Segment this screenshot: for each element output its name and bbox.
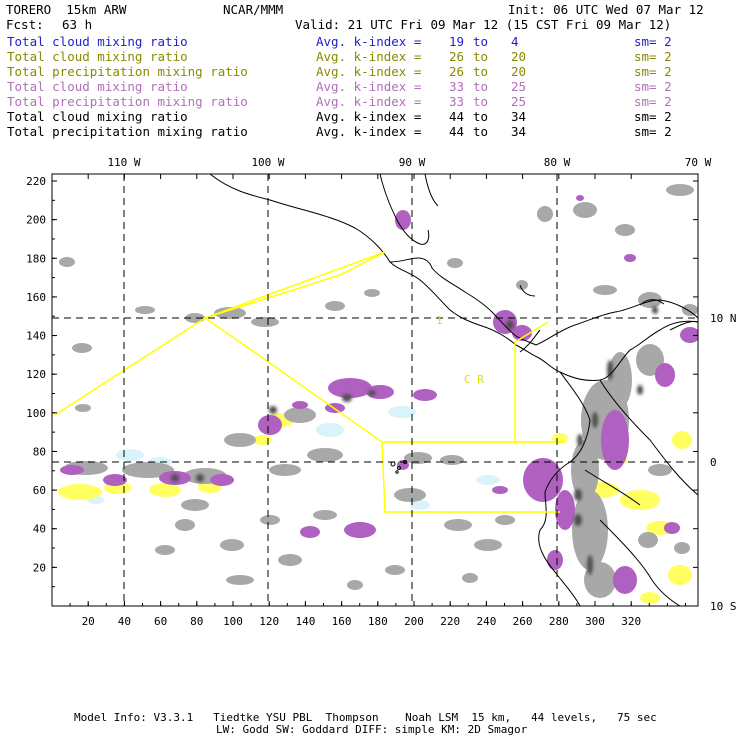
coastlines <box>209 174 698 606</box>
lat-lon-grid <box>52 174 698 606</box>
legend-smoothing: sm= 2 <box>634 94 672 109</box>
legend-kindex-to: 20 <box>511 64 527 79</box>
legend-kindex-to: 25 <box>511 79 527 94</box>
x-tick-label: 20 <box>82 615 95 628</box>
legend-smoothing: sm= 2 <box>634 124 672 139</box>
region-boundaries <box>54 251 565 513</box>
legend-kindex-to-word: to <box>473 79 489 94</box>
model-info-line1: Model Info: V3.3.1 Tiedtke YSU PBL Thomp… <box>74 711 657 724</box>
legend-smoothing: sm= 2 <box>634 34 672 49</box>
legend-kindex-label: Avg. k-index = <box>316 109 422 124</box>
y-tick-label: 20 <box>33 561 46 574</box>
x-tick-label: 40 <box>118 615 131 628</box>
legend-field: Total cloud mixing ratio <box>7 79 188 94</box>
legend-field: Total precipitation mixing ratio <box>7 94 248 109</box>
x-tick-label: 300 <box>585 615 605 628</box>
x-tick-label: 160 <box>332 615 352 628</box>
legend-kindex-to: 4 <box>511 34 519 49</box>
legend-kindex-to-word: to <box>473 49 489 64</box>
y-tick-label: 60 <box>33 484 46 497</box>
x-tick-label: 180 <box>368 615 388 628</box>
axis-ticks <box>52 174 698 606</box>
legend-kindex-to: 34 <box>511 124 527 139</box>
dark-cloud-cores <box>171 306 658 575</box>
legend-kindex-to-word: to <box>473 94 489 109</box>
legend-kindex-to: 25 <box>511 94 527 109</box>
legend-field: Total cloud mixing ratio <box>7 109 188 124</box>
x-tick-label: 120 <box>259 615 279 628</box>
legend-kindex-to-word: to <box>473 64 489 79</box>
legend-kindex-label: Avg. k-index = <box>316 94 422 109</box>
y-tick-label: 120 <box>26 368 46 381</box>
x-tick-label: 260 <box>513 615 533 628</box>
x-tick-label: 100 <box>223 615 243 628</box>
legend-kindex-from: 44 <box>449 109 465 124</box>
legend-field: Total cloud mixing ratio <box>7 34 188 49</box>
y-tick-label: 160 <box>26 291 46 304</box>
latitude-label: 10 S <box>710 600 737 613</box>
y-tick-label: 220 <box>26 175 46 188</box>
x-tick-label: 140 <box>295 615 315 628</box>
legend-kindex-to-word: to <box>473 34 489 49</box>
longitude-label: 110 W <box>107 156 140 169</box>
legend-kindex-from: 26 <box>449 64 465 79</box>
longitude-label: 80 W <box>544 156 571 169</box>
legend-kindex-label: Avg. k-index = <box>316 49 422 64</box>
legend-field: Total precipitation mixing ratio <box>7 124 248 139</box>
x-tick-label: 220 <box>440 615 460 628</box>
legend-kindex-from: 33 <box>449 94 465 109</box>
x-tick-label: 80 <box>190 615 203 628</box>
y-tick-label: 180 <box>26 252 46 265</box>
model-title: TORERO 15km ARW <box>6 2 127 17</box>
legend-kindex-to-word: to <box>473 109 489 124</box>
longitude-label: 90 W <box>399 156 426 169</box>
y-tick-label: 140 <box>26 330 46 343</box>
legend-field: Total precipitation mixing ratio <box>7 64 248 79</box>
y-tick-label: 100 <box>26 407 46 420</box>
legend-smoothing: sm= 2 <box>634 109 672 124</box>
legend-kindex-from: 33 <box>449 79 465 94</box>
legend-kindex-from: 26 <box>449 49 465 64</box>
region-label-cr: C R <box>464 373 484 386</box>
y-tick-label: 200 <box>26 214 46 227</box>
forecast-hours: 63 h <box>62 17 93 32</box>
legend-kindex-label: Avg. k-index = <box>316 79 422 94</box>
model-info-line2: LW: Godd SW: Goddard DIFF: simple KM: 2D… <box>216 723 528 736</box>
x-tick-label: 280 <box>549 615 569 628</box>
longitude-label: 70 W <box>685 156 712 169</box>
legend-smoothing: sm= 2 <box>634 79 672 94</box>
legend-kindex-to-word: to <box>473 124 489 139</box>
plot-frame <box>51 173 699 607</box>
legend-kindex-from: 19 <box>449 34 465 49</box>
y-tick-label: 80 <box>33 445 46 458</box>
x-tick-label: 240 <box>476 615 496 628</box>
legend-kindex-label: Avg. k-index = <box>316 34 422 49</box>
longitude-label: 100 W <box>251 156 284 169</box>
legend-kindex-from: 44 <box>449 124 465 139</box>
latitude-label: 10 N <box>710 312 737 325</box>
latitude-label: 0 <box>710 456 717 469</box>
legend-kindex-label: Avg. k-index = <box>316 64 422 79</box>
legend-smoothing: sm= 2 <box>634 64 672 79</box>
legend-smoothing: sm= 2 <box>634 49 672 64</box>
valid-time: Valid: 21 UTC Fri 09 Mar 12 (15 CST Fri … <box>295 17 672 32</box>
y-tick-label: 40 <box>33 523 46 536</box>
region-label-1: 1 <box>436 314 443 327</box>
init-time: Init: 06 UTC Wed 07 Mar 12 <box>508 2 704 17</box>
forecast-label: Fcst: <box>6 17 44 32</box>
legend-field: Total cloud mixing ratio <box>7 49 188 64</box>
x-tick-label: 200 <box>404 615 424 628</box>
legend-kindex-label: Avg. k-index = <box>316 124 422 139</box>
legend-kindex-to: 34 <box>511 109 527 124</box>
legend-kindex-to: 20 <box>511 49 527 64</box>
x-tick-label: 320 <box>621 615 641 628</box>
x-tick-label: 60 <box>154 615 167 628</box>
org-name: NCAR/MMM <box>223 2 284 17</box>
